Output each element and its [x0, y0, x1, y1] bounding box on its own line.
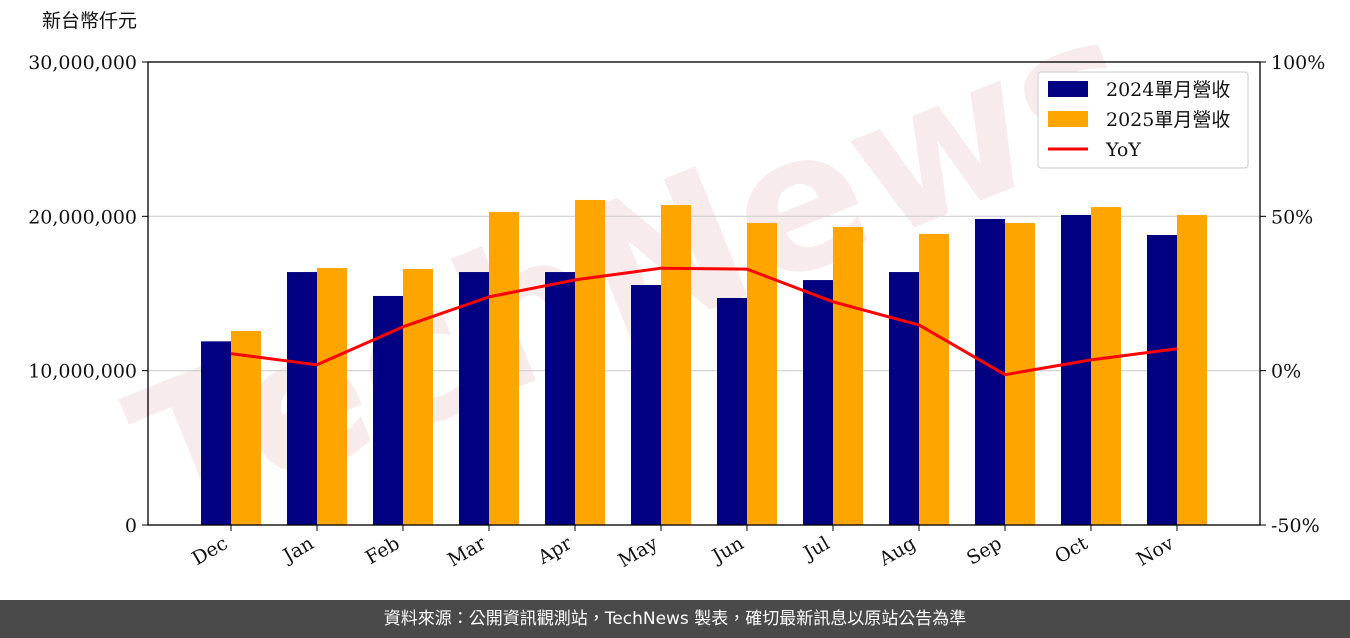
y2-tick-label: 0% [1271, 361, 1301, 383]
bar [403, 268, 433, 525]
y-tick-label: 30,000,000 [28, 52, 137, 74]
x-tick-label: Jan [278, 532, 318, 568]
x-tick-label: Jun [707, 532, 748, 568]
bar [317, 268, 347, 525]
bar [545, 272, 575, 525]
y-axis-label: 新台幣仟元 [42, 10, 137, 32]
bar [1147, 235, 1177, 525]
y-tick-label: 10,000,000 [28, 361, 137, 383]
y2-tick-label: 100% [1271, 52, 1325, 74]
footer: 資料來源：公開資訊觀測站，TechNews 製表，確切最新訊息以原站公告為準 [0, 600, 1350, 638]
legend-label: 2024單月營收 [1106, 79, 1230, 101]
plot-frame [147, 61, 1261, 526]
legend-swatch [1048, 81, 1088, 97]
bar [717, 297, 747, 525]
bar [631, 285, 661, 525]
bar [661, 205, 691, 525]
chart: 新台幣仟元 TechNews010,000,00020,000,00030,00… [28, 0, 1325, 572]
y2-tick-label: -50% [1271, 515, 1320, 537]
bar [803, 280, 833, 525]
legend-box [1037, 71, 1249, 169]
legend-label: YoY [1105, 139, 1141, 161]
legend-swatch [1048, 111, 1088, 127]
bar [575, 199, 605, 525]
x-tick-label: Apr [533, 532, 576, 569]
bar [833, 226, 863, 525]
bar [919, 233, 949, 525]
bar [231, 331, 261, 525]
y2-tick-label: 50% [1271, 206, 1313, 228]
line [230, 266, 1178, 377]
x-tick-label: May [615, 532, 662, 572]
bar [747, 222, 777, 525]
legend: 2024單月營收 2025單月營收 YoY [1037, 71, 1249, 169]
bar [889, 272, 919, 525]
bar [1091, 207, 1121, 525]
x-tick-label: Mar [444, 532, 490, 571]
y-tick-label: 0 [125, 515, 137, 537]
x-tick-label: Sep [963, 532, 1006, 569]
x-tick-label: Oct [1051, 532, 1092, 568]
x-tick-label: Feb [362, 532, 404, 569]
legend-label: 2025單月營收 [1106, 109, 1230, 131]
bar [287, 272, 317, 525]
x-tick-label: Jul [798, 532, 833, 565]
bar [1177, 214, 1207, 525]
bar [489, 212, 519, 525]
bar [1061, 214, 1091, 525]
bar [459, 272, 489, 525]
y-tick-label: 20,000,000 [28, 206, 137, 228]
bar [201, 341, 231, 525]
x-tick-label: Aug [875, 532, 920, 571]
x-tick-label: Nov [1133, 532, 1178, 571]
